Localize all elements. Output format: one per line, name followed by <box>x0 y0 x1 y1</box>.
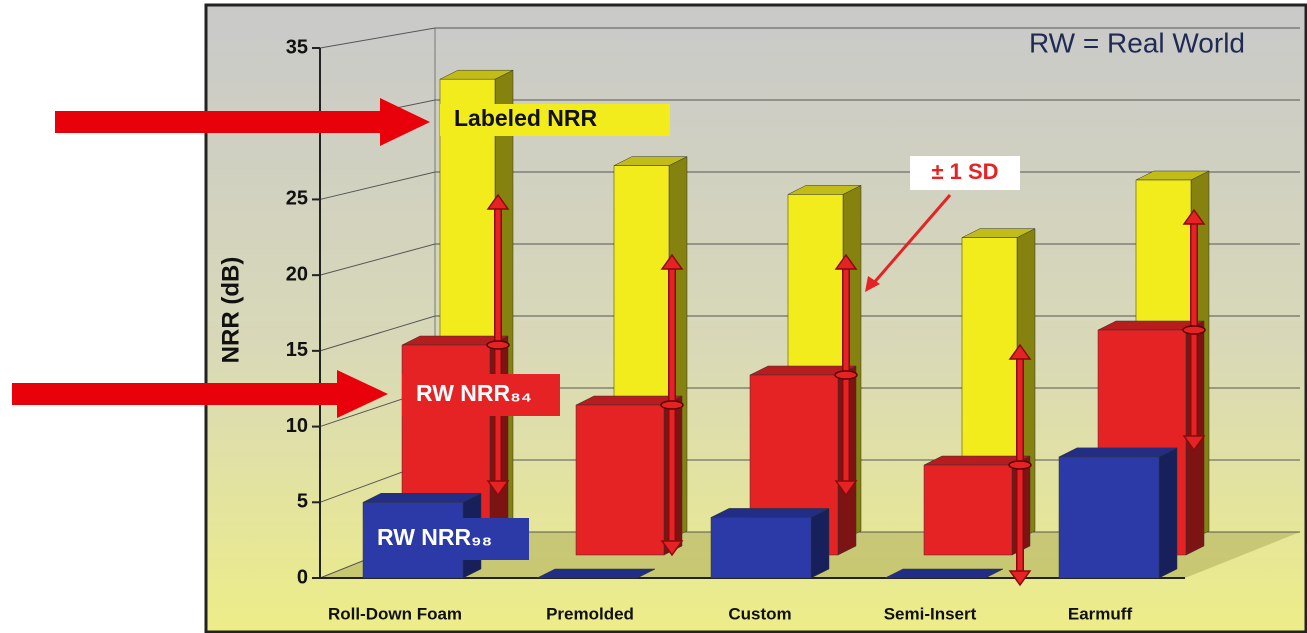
bar <box>923 464 1013 556</box>
annotation: ± 1 SD <box>931 159 998 184</box>
mean-marker <box>660 400 684 410</box>
legend-box <box>363 518 529 560</box>
callout-box <box>910 156 1020 190</box>
arrow-shaft <box>55 111 385 133</box>
sd-callout: ± 1 SD <box>865 156 1020 292</box>
mean-marker <box>1008 460 1032 470</box>
error-cap <box>486 480 510 497</box>
error-cap <box>660 253 684 270</box>
y-tick-label: 10 <box>286 415 308 437</box>
arrowhead <box>865 276 880 292</box>
mean-marker <box>1182 325 1206 335</box>
bar-side <box>1158 447 1178 579</box>
callout-arrow <box>870 194 952 286</box>
x-tick-label: Semi-Insert <box>884 604 977 623</box>
bar-top <box>710 508 830 518</box>
x-tick-label: Premolded <box>546 604 634 623</box>
y-tick-label: 0 <box>297 566 308 588</box>
bar-top <box>536 568 656 579</box>
annotation: RW = Real World <box>1029 27 1245 58</box>
y-axis-label: NRR (dB) <box>217 257 244 364</box>
bar <box>575 404 665 556</box>
y-tick-label: 25 <box>286 188 308 210</box>
bar-top <box>1058 447 1178 458</box>
arrowhead <box>337 370 388 418</box>
error-cap <box>1182 208 1206 225</box>
error-cap <box>834 480 858 497</box>
arrow-shaft <box>12 383 342 405</box>
bar-top <box>884 568 1004 579</box>
error-cap <box>1008 570 1032 587</box>
mean-marker <box>834 370 858 380</box>
legend-label: RW NRR₈₄ <box>416 380 532 406</box>
error-cap <box>834 253 858 270</box>
bar <box>1058 456 1160 579</box>
y-tick-label: 5 <box>297 491 308 513</box>
x-tick-label: Custom <box>728 604 791 623</box>
mean-marker <box>486 340 510 350</box>
grid-line <box>319 27 1300 49</box>
legend-box <box>440 104 670 136</box>
error-cap <box>1182 435 1206 452</box>
bar-top <box>362 493 482 503</box>
legend-label: RW NRR₉₈ <box>377 524 492 550</box>
y-tick-label: 35 <box>286 36 308 58</box>
bars <box>362 69 1210 587</box>
y-tick-label: 15 <box>286 339 308 361</box>
x-tick-label: Roll-Down Foam <box>328 604 462 623</box>
legend: Labeled NRR RW NRR₈₄ RW NRR₉₈ <box>363 104 670 560</box>
bar-side <box>810 508 830 579</box>
error-cap <box>660 540 684 557</box>
error-cap <box>1008 343 1032 360</box>
legend-box <box>402 374 560 416</box>
pointer-arrows <box>12 98 430 418</box>
bar <box>710 517 812 579</box>
x-tick-label: Earmuff <box>1068 604 1133 623</box>
y-tick-label: 20 <box>286 263 308 285</box>
error-cap <box>486 193 510 210</box>
arrowhead <box>380 98 430 146</box>
legend-label: Labeled NRR <box>454 105 598 131</box>
